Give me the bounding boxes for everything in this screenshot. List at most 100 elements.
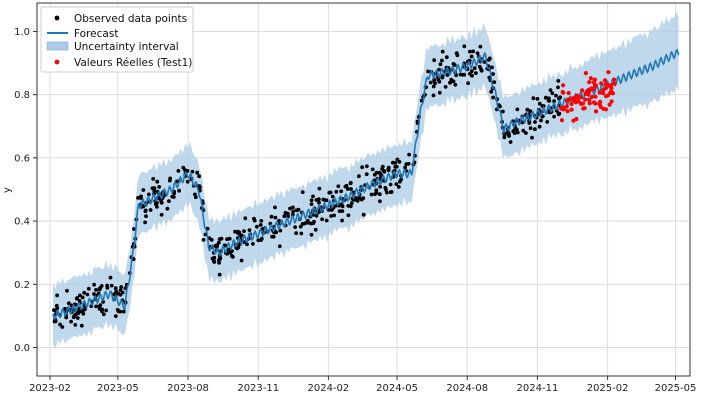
observed-point: [393, 161, 398, 165]
observed-point: [431, 93, 436, 98]
real-value-point: [591, 87, 596, 92]
observed-point: [92, 292, 96, 296]
real-value-point: [569, 101, 574, 107]
observed-point: [440, 58, 444, 63]
observed-point: [197, 174, 202, 179]
real-value-point: [572, 98, 577, 103]
observed-point: [462, 44, 467, 49]
observed-point: [537, 101, 542, 106]
real-value-point: [576, 94, 581, 99]
real-value-point: [571, 118, 576, 123]
observed-point: [144, 214, 148, 219]
observed-point: [73, 323, 78, 327]
legend-box: [40, 6, 194, 73]
observed-point: [489, 89, 494, 94]
observed-point: [108, 275, 113, 280]
observed-point: [521, 128, 526, 133]
observed-point: [364, 172, 369, 177]
y-tick-label: 0.6: [14, 153, 30, 164]
observed-point: [364, 164, 369, 169]
observed-point: [167, 199, 171, 204]
observed-point: [539, 118, 543, 123]
observed-point: [236, 231, 241, 236]
observed-point: [360, 165, 364, 170]
observed-point: [475, 51, 480, 56]
observed-point: [215, 243, 219, 248]
observed-point: [359, 197, 364, 202]
observed-point: [339, 202, 343, 207]
observed-point: [77, 299, 82, 303]
real-value-point: [567, 97, 572, 103]
observed-point: [177, 188, 182, 193]
observed-point: [313, 227, 318, 232]
real-value-point: [609, 83, 614, 88]
y-axis: 0.0 0.2 0.4 0.6 0.8 1.0: [14, 27, 37, 354]
observed-point: [252, 218, 257, 223]
real-value-point: [561, 90, 566, 95]
observed-point: [157, 185, 162, 189]
real-value-point: [600, 88, 606, 93]
observed-point: [444, 55, 449, 60]
observed-point: [378, 199, 382, 204]
observed-point: [159, 212, 164, 217]
observed-point: [148, 208, 153, 212]
real-value-point: [593, 109, 599, 114]
observed-point: [155, 179, 160, 184]
observed-point: [403, 165, 407, 170]
real-value-point: [591, 100, 597, 105]
real-value-point: [609, 86, 614, 91]
observed-point: [380, 167, 384, 171]
real-value-point: [585, 91, 590, 96]
real-value-point: [569, 107, 574, 112]
observed-point: [120, 290, 125, 295]
observed-point: [389, 190, 394, 194]
observed-point: [52, 308, 56, 312]
observed-point: [531, 96, 536, 101]
observed-point: [440, 75, 445, 80]
observed-point: [269, 214, 274, 219]
observed-point: [104, 308, 108, 313]
observed-point: [212, 260, 217, 264]
observed-point: [86, 286, 91, 291]
observed-point: [277, 244, 282, 249]
observed-point: [472, 66, 477, 71]
real-value-point: [607, 102, 612, 107]
observed-point: [556, 79, 561, 83]
observed-point: [501, 109, 505, 114]
x-tick-label: 2024-11: [517, 383, 559, 394]
observed-point: [288, 206, 292, 211]
observed-point: [309, 198, 314, 203]
observed-point: [101, 312, 106, 317]
uncertainty-band-layer: [53, 11, 679, 349]
y-axis-label: y: [2, 187, 13, 193]
observed-point: [298, 224, 303, 229]
observed-point: [437, 67, 441, 72]
observed-point: [407, 152, 411, 157]
observed-point: [139, 196, 143, 201]
real-value-point: [592, 77, 598, 82]
y-tick-label: 0.0: [14, 343, 30, 354]
real-value-point: [583, 71, 589, 76]
legend-interval-label: Uncertainty interval: [74, 41, 179, 53]
legend-observed-label: Observed data points: [74, 13, 187, 25]
observed-point: [394, 182, 399, 187]
observed-point: [85, 292, 90, 297]
real-value-point: [587, 101, 592, 106]
legend-real-marker: [54, 59, 60, 65]
observed-point: [185, 179, 190, 184]
real-value-point: [609, 89, 614, 94]
observed-point: [329, 214, 334, 218]
observed-point: [210, 256, 215, 261]
real-value-point: [612, 77, 617, 82]
observed-point: [556, 85, 560, 90]
observed-point: [299, 231, 304, 236]
observed-point: [312, 219, 316, 224]
observed-point: [54, 303, 59, 308]
real-value-point: [603, 82, 608, 87]
observed-point: [349, 187, 353, 191]
observed-point: [448, 80, 452, 85]
observed-point: [258, 223, 263, 227]
observed-point: [528, 109, 533, 114]
y-tick-label: 0.4: [14, 217, 30, 228]
observed-point: [345, 187, 350, 191]
